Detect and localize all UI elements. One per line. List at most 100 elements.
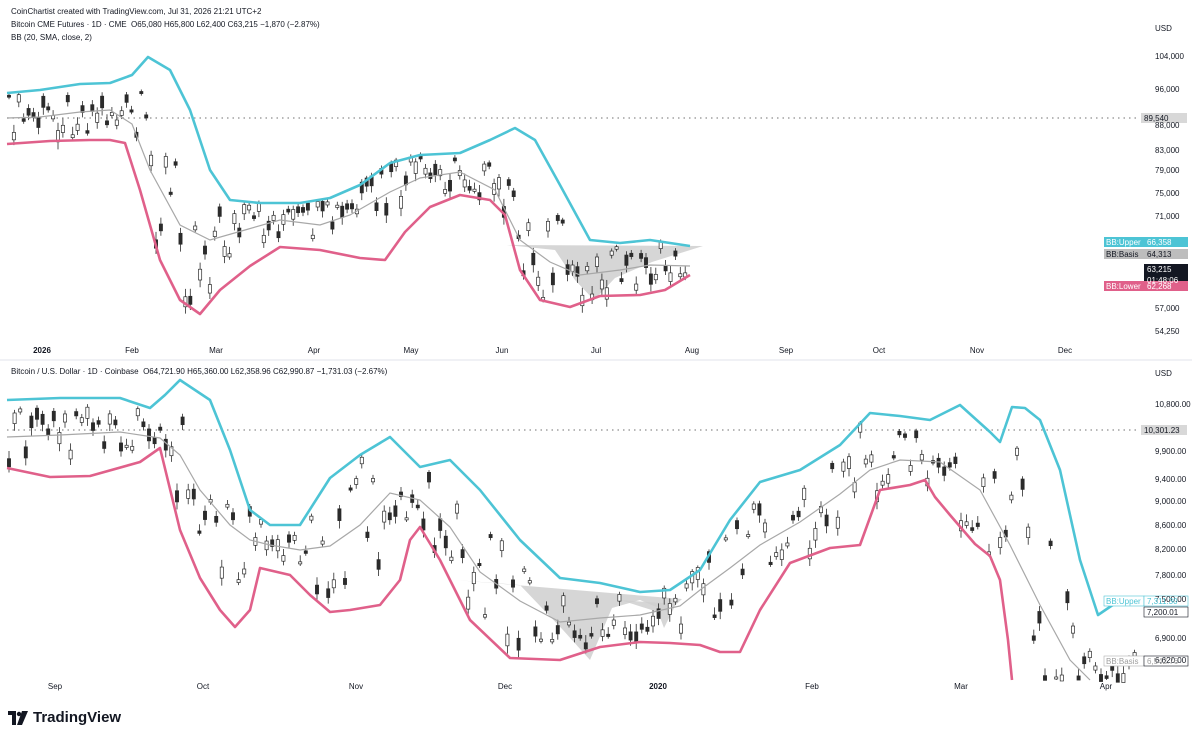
candle <box>393 500 398 524</box>
candle-body-down <box>953 456 958 464</box>
candle <box>897 429 902 438</box>
candle-body-down <box>1037 611 1042 624</box>
candle <box>1115 666 1120 683</box>
candle <box>471 566 476 592</box>
candle <box>970 520 975 534</box>
candle <box>287 531 291 548</box>
candle <box>992 468 997 484</box>
candle-body-down <box>23 446 28 459</box>
candle <box>178 227 183 252</box>
candle <box>673 248 678 261</box>
candle <box>1031 629 1036 644</box>
candle <box>802 485 807 508</box>
candle <box>718 592 723 620</box>
candle <box>651 609 655 633</box>
candle-body-down <box>421 518 426 531</box>
candle-body-up <box>354 478 359 485</box>
candle-body-down <box>217 206 222 217</box>
candle-body-down <box>102 441 107 449</box>
candle <box>180 413 185 431</box>
candle-body-down <box>326 588 331 598</box>
candle <box>740 563 745 580</box>
candle <box>163 152 168 175</box>
candle-body-up <box>1026 526 1031 538</box>
candle-body-down <box>1020 478 1025 490</box>
candle-body-down <box>26 108 31 116</box>
tradingview-logo-icon <box>8 710 28 725</box>
candle-body-up <box>623 627 627 635</box>
candle <box>639 249 644 263</box>
candle <box>105 114 109 128</box>
candle <box>550 632 555 645</box>
candle <box>292 531 297 545</box>
candle <box>1121 666 1126 683</box>
badge-value-bg <box>1143 655 1189 667</box>
candle <box>423 164 428 179</box>
date-tick-label: Oct <box>873 346 886 355</box>
candle <box>109 107 114 119</box>
candle-body-up <box>472 188 477 192</box>
candle-body-up <box>149 154 154 167</box>
candle <box>152 432 157 449</box>
candle-body-down <box>1082 656 1087 665</box>
bottom-chart-legend: Bitcoin / U.S. Dollar · 1D · Coinbase O6… <box>11 367 387 376</box>
candle <box>90 100 95 117</box>
candle-body-down <box>7 458 11 468</box>
candle-body-up <box>212 230 217 237</box>
candle-body-down <box>729 599 734 606</box>
top-indicator-label[interactable]: BB (20, SMA, close, 2) <box>11 33 92 42</box>
candle <box>452 155 457 164</box>
candle-body-down <box>628 631 633 641</box>
candle-body-up <box>57 432 62 445</box>
candle-body-up <box>505 633 510 647</box>
candle <box>1037 606 1042 631</box>
bb-lower-line <box>6 138 691 316</box>
value-badge <box>1103 595 1189 607</box>
candle <box>415 499 420 511</box>
candle-body-down <box>663 265 668 272</box>
candle-body-down <box>330 221 335 230</box>
candle-body-up <box>63 413 67 423</box>
candle-body-up <box>779 549 784 560</box>
candle <box>56 122 60 150</box>
candle <box>326 581 331 604</box>
candle <box>656 603 661 626</box>
candle-body-down <box>712 614 717 618</box>
candle-body-up <box>466 596 471 610</box>
candle <box>536 270 541 292</box>
candle-body-up <box>998 537 1003 548</box>
candle <box>644 253 648 275</box>
candle-body-down <box>376 559 381 570</box>
date-tick-label: May <box>403 346 418 355</box>
candle-body-down <box>252 215 256 219</box>
price-tick-label: 6,620.00 <box>1155 656 1187 665</box>
candle-body-down <box>555 625 560 635</box>
candle <box>623 621 627 640</box>
candle-body-down <box>191 488 196 500</box>
candle <box>678 266 683 280</box>
candle <box>936 453 941 474</box>
candle-body-up <box>1015 447 1019 456</box>
candle-body-up <box>225 503 230 508</box>
candle <box>75 117 80 136</box>
candle-body-up <box>497 177 501 190</box>
badge-value-bg <box>1144 281 1188 291</box>
candle-body-up <box>819 506 823 514</box>
candle-body-down <box>477 563 482 567</box>
bottom-ohlc-low: L62,358.96 <box>230 367 271 376</box>
candle <box>348 484 353 493</box>
candle <box>835 510 840 536</box>
candle <box>462 173 467 193</box>
candle <box>214 510 219 527</box>
candle-body-down <box>96 420 101 425</box>
candle-body-down <box>427 471 431 483</box>
candle-body-up <box>1087 650 1092 658</box>
candle-body-up <box>908 465 913 472</box>
candle <box>354 475 359 489</box>
badge-name: BB:Upper <box>1106 597 1141 606</box>
candle <box>36 111 41 135</box>
candle <box>460 544 465 564</box>
candle <box>335 201 340 210</box>
candle-body-down <box>345 203 350 210</box>
